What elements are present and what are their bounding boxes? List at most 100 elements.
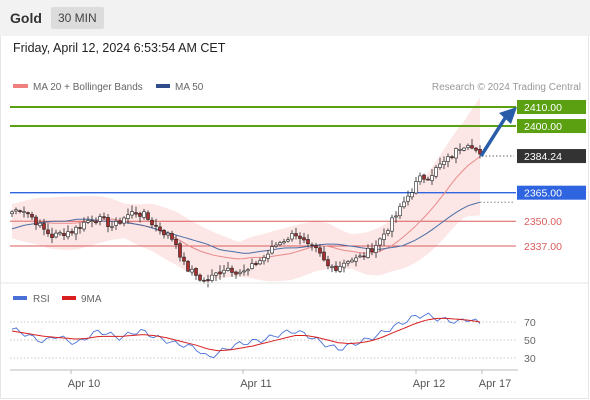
candle [170,233,174,240]
candle [374,245,378,253]
credit-label: Research © 2024 Trading Central [432,82,581,93]
candle [150,219,154,226]
candle [438,163,442,168]
candle [102,216,106,219]
candle [206,279,210,282]
candle [250,263,254,269]
level-label-2410.00: 2410.00 [524,102,562,114]
x-tick-label: Apr 17 [479,378,511,390]
candle [462,147,466,151]
candle [454,148,458,159]
rsi-ma-legend-label: 9MA [81,294,102,305]
candle [430,175,434,181]
projection-arrow-shaft [479,114,509,157]
candle [338,266,342,272]
rsi-ma-legend-swatch [62,296,76,300]
candle [322,251,326,261]
rsi-panel: 70 50 30 [10,312,536,365]
candle [410,192,414,198]
price-levels [10,106,516,247]
candle [186,261,190,272]
level-tag-2400.00 [517,119,586,134]
candle [434,167,438,177]
level-label-2400.00: 2400.00 [524,121,562,133]
candle [94,221,98,224]
instrument-title: Gold [10,10,42,26]
projection-arrow [479,107,517,157]
candle [110,226,114,228]
candle [190,268,194,273]
projection-arrow-head [499,107,517,124]
bollinger-band-area [12,97,480,282]
level-label-2350.00: 2350.00 [524,216,562,228]
candle [422,174,426,180]
rsi-line [11,312,481,359]
candle [450,156,454,158]
candle [238,271,242,274]
candle [366,248,370,258]
candle [258,260,262,265]
candlestick-series [10,138,482,288]
candle [46,229,50,234]
candle [218,271,222,275]
candle [414,181,418,194]
candle [18,210,22,212]
candle [106,217,110,227]
timeframe-badge[interactable]: 30 MIN [51,7,104,29]
candle [402,201,406,208]
rsi-ma-line [11,317,481,352]
candle [310,244,314,247]
candle [66,231,70,238]
ma20-line [12,156,481,260]
last-price-label: 2384.24 [524,151,562,163]
candle [394,215,398,218]
candle [54,232,58,238]
candle [114,221,118,226]
x-tick-label: Apr 11 [240,378,272,390]
x-tick-label: Apr 10 [68,378,100,390]
candle [82,221,86,230]
candle [290,233,294,240]
candle [38,222,42,227]
candle [370,248,374,253]
candle [154,224,158,227]
candle [90,220,94,222]
rsi-tick-50: 50 [524,335,536,347]
candle [50,233,54,238]
candle [74,226,78,235]
candle [266,253,270,259]
candle [198,274,202,281]
bollinger-bands [12,97,480,282]
candle [210,274,214,281]
candle [466,145,470,148]
candle [130,211,134,216]
candle [390,217,394,232]
candle [122,217,126,224]
rsi-tick-30: 30 [524,353,536,365]
candle [350,259,354,263]
candle [294,233,298,237]
level-labels: 2410.00 2400.00 2384.24 2365.00 2350.00 2337.… [517,100,586,253]
chart-frame [0,36,589,399]
candle [146,212,150,220]
candle [382,233,386,240]
rsi-tick-70: 70 [524,317,536,329]
candle [478,149,482,155]
candle [134,212,138,215]
candle [174,238,178,245]
candle [274,244,278,247]
candle [398,206,402,217]
candle [474,147,478,151]
candle [326,259,330,267]
candle [298,235,302,239]
chart-datetime: Friday, April 12, 2024 6:53:54 AM CET [13,41,226,55]
candle [330,266,334,268]
candle [162,229,166,236]
candle [378,238,382,246]
ma50-line [11,201,481,254]
candle [334,265,338,271]
candle [442,160,446,165]
candle [10,211,14,215]
candle [426,178,430,181]
